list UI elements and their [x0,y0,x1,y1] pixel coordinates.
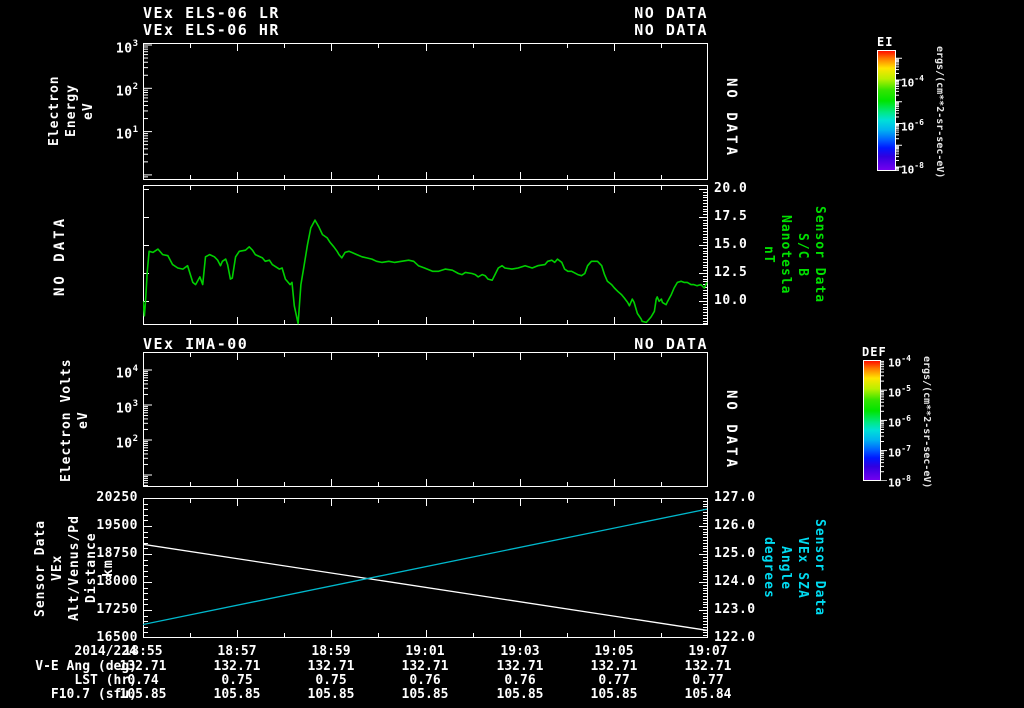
panel2-ytick-20: 20.0 [714,181,748,196]
colorbar-def-tick-4: 10-8 [888,474,911,490]
panel2-ytick-10: 10.0 [714,293,748,308]
lst-value-1: 0.75 [221,673,253,688]
panel1-y-axis-label: Electron Energy eV [47,75,96,147]
panel1-title-row-1: VEx ELS-06 LR NO DATA [143,4,708,22]
row-label-ve-ang: V-E Ang (deg) [35,659,137,674]
lst-value-2: 0.75 [315,673,347,688]
f107-value-2: 105.85 [307,687,355,702]
panel4-ytick-right-123: 123.0 [714,602,756,617]
colorbar-def-tick-2: 10-6 [888,414,911,430]
colorbar-ei-unit-label: ergs/(cm**2-sr-sec-eV) [934,45,945,179]
panel4-alt-sza-plot [143,498,708,638]
lst-value-5: 0.77 [598,673,630,688]
f107-value-1: 105.85 [213,687,261,702]
time-tick-2: 18:59 [311,644,351,659]
ve-ang-value-6: 132.71 [684,659,732,674]
colorbar-ei [877,50,902,171]
panel1-title-row-2: VEx ELS-06 HR NO DATA [143,21,708,39]
f107-value-0: 105.85 [119,687,167,702]
panel3-ytick-1e4: 104 [115,364,138,382]
colorbar-def-title: DEF [862,345,887,359]
ve-ang-value-3: 132.71 [401,659,449,674]
panel3-title-row: VEx IMA-00 NO DATA [143,335,708,353]
time-tick-3: 19:01 [405,644,445,659]
colorbar-ei-tick-2: 10-8 [901,161,924,177]
panel2-ytick-12p5: 12.5 [714,265,748,280]
colorbar-def-tick-3: 10-7 [888,444,911,460]
panel3-status: NO DATA [634,335,708,353]
f107-value-5: 105.85 [590,687,638,702]
f107-value-3: 105.85 [401,687,449,702]
panel2-right-axis-label: Sensor Data S/C B Nanotesla nT [761,206,827,304]
time-tick-0: 18:55 [123,644,163,659]
panel2-ytick-17p5: 17.5 [714,209,748,224]
colorbar-def-tick-1: 10-5 [888,384,911,400]
lst-value-0: 0.74 [127,673,159,688]
lst-value-3: 0.76 [409,673,441,688]
panel4-ytick-left-18000: 18000 [96,574,138,589]
time-tick-5: 19:05 [594,644,634,659]
lst-value-4: 0.76 [504,673,536,688]
ve-ang-value-1: 132.71 [213,659,261,674]
panel3-ytick-1e2: 102 [115,434,138,452]
time-tick-4: 19:03 [500,644,540,659]
ve-ang-value-0: 132.71 [119,659,167,674]
panel4-ytick-left-18750: 18750 [96,546,138,561]
panel1-ytick-1e1: 101 [115,125,138,143]
row-label-f107: F10.7 (sfu) [50,687,137,702]
time-tick-1: 18:57 [217,644,257,659]
f107-value-4: 105.85 [496,687,544,702]
panel1-ytick-1e2: 102 [115,82,138,100]
panel1-no-data-side-label: NO DATA [723,77,739,158]
ve-ang-value-2: 132.71 [307,659,355,674]
panel1-title-lr: VEx ELS-06 LR [143,4,280,22]
panel2-magnetic-field-plot [143,185,708,325]
lst-value-6: 0.77 [692,673,724,688]
panel3-no-data-side-label: NO DATA [723,389,739,470]
panel4-ytick-left-19500: 19500 [96,518,138,533]
panel2-no-data-label: NO DATA [52,216,68,297]
panel4-ytick-right-126: 126.0 [714,518,756,533]
panel1-status-lr: NO DATA [634,4,708,22]
panel1-status-hr: NO DATA [634,21,708,39]
panel4-ytick-right-127: 127.0 [714,490,756,505]
panel4-ytick-right-122: 122.0 [714,630,756,645]
ve-ang-value-4: 132.71 [496,659,544,674]
panel1-ytick-1e3: 103 [115,39,138,57]
panel2-ytick-15: 15.0 [714,237,748,252]
ve-ang-value-5: 132.71 [590,659,638,674]
panel1-title-hr: VEx ELS-06 HR [143,21,280,39]
panel4-ytick-right-124: 124.0 [714,574,756,589]
panel4-ytick-left-20250: 20250 [96,490,138,505]
colorbar-ei-tick-1: 10-6 [901,118,924,134]
panel4-ytick-right-125: 125.0 [714,546,756,561]
time-tick-6: 19:07 [688,644,728,659]
panel4-ytick-left-17250: 17250 [96,602,138,617]
panel4-ytick-left-16500: 16500 [96,630,138,645]
colorbar-ei-tick-0: 10-4 [901,74,924,90]
panel1-els-spectrogram [143,43,708,180]
date-label: 2014/224 [74,644,137,659]
colorbar-def-unit-label: ergs/(cm**2-sr-sec-eV) [921,355,932,489]
f107-value-6: 105.84 [684,687,732,702]
colorbar-ei-title: EI [877,35,894,49]
panel4-right-axis-label: Sensor Data VEx SZA Angle degrees [761,519,827,617]
panel3-title: VEx IMA-00 [143,335,249,353]
panel3-ima-spectrogram [143,352,708,487]
panel3-ytick-1e3: 103 [115,399,138,417]
colorbar-def [863,360,887,481]
row-label-lst: LST (hr) [74,673,137,688]
colorbar-def-tick-0: 10-4 [888,354,911,370]
